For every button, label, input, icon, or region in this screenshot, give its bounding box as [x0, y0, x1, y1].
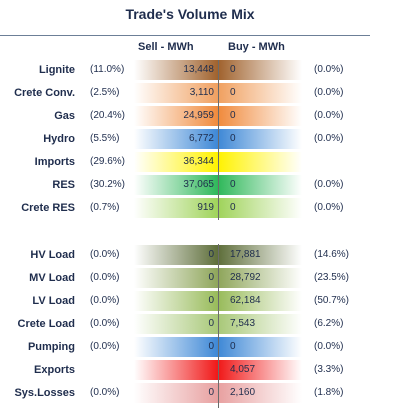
buy-value: 17,881: [218, 245, 302, 265]
sell-percent: (0.0%): [90, 272, 120, 283]
table-row-gas: 24,959 0 Gas (20.4%) (0.0%): [0, 106, 404, 126]
row-label: RES: [52, 179, 75, 191]
sell-percent: (0.0%): [90, 295, 120, 306]
buy-percent: (0.0%): [314, 341, 344, 352]
buy-value: 4,057: [218, 360, 302, 380]
buy-percent: (0.0%): [314, 179, 344, 190]
column-divider-bottom: [218, 244, 219, 408]
sell-value: 6,772: [134, 129, 218, 149]
buy-value: 7,543: [218, 314, 302, 334]
sell-percent: (5.5%): [90, 133, 120, 144]
row-label: Crete RES: [21, 202, 75, 214]
table-row-hv-load: 0 17,881 HV Load (0.0%) (14.6%): [0, 245, 404, 265]
sell-value: 36,344: [134, 152, 218, 172]
sell-value: 0: [134, 245, 218, 265]
sell-percent: (29.6%): [90, 156, 126, 167]
sell-percent: (11.0%): [90, 64, 125, 75]
sell-value: 0: [134, 291, 218, 311]
table-row-pumping: 0 0 Pumping (0.0%) (0.0%): [0, 337, 404, 357]
chart-title: Trade's Volume Mix: [125, 6, 255, 22]
row-label: LV Load: [32, 295, 75, 307]
sell-percent: (0.0%): [90, 249, 120, 260]
row-label: Crete Conv.: [14, 87, 75, 99]
buy-value: 0: [218, 60, 302, 80]
row-label: Crete Load: [17, 318, 75, 330]
table-row-exports: 4,057 Exports (3.3%): [0, 360, 404, 380]
row-label: Pumping: [27, 341, 75, 353]
sell-percent: (0.0%): [90, 341, 120, 352]
sell-value: [134, 360, 218, 380]
sell-percent: (30.2%): [90, 179, 126, 190]
buy-value: 28,792: [218, 268, 302, 288]
row-label: Exports: [34, 364, 75, 376]
sell-value: 37,065: [134, 175, 218, 195]
sell-value: 3,110: [134, 83, 218, 103]
buy-value: 0: [218, 337, 302, 357]
sell-percent: (0.0%): [90, 387, 120, 398]
sell-percent: (20.4%): [90, 110, 126, 121]
row-label: HV Load: [30, 249, 75, 261]
buy-value: 62,184: [218, 291, 302, 311]
sell-value: 919: [134, 198, 218, 218]
table-row-crete-load: 0 7,543 Crete Load (0.0%) (6.2%): [0, 314, 404, 334]
buy-percent: (0.0%): [314, 110, 344, 121]
sell-value: 0: [134, 337, 218, 357]
row-label: Lignite: [38, 64, 75, 76]
buy-percent: (14.6%): [314, 249, 350, 260]
table-row-imports: 36,344 Imports (29.6%): [0, 152, 404, 172]
sell-percent: (0.0%): [90, 318, 120, 329]
row-label: Sys.Losses: [14, 387, 75, 399]
buy-percent: (6.2%): [314, 318, 344, 329]
buy-percent: (23.5%): [314, 272, 350, 283]
sell-percent: (0.7%): [90, 202, 120, 213]
column-header-buy: Buy - MWh: [228, 41, 285, 53]
sell-value: 0: [134, 383, 218, 403]
sell-value: 13,448: [134, 60, 218, 80]
row-label: MV Load: [29, 272, 75, 284]
table-row-hydro: 6,772 0 Hydro (5.5%) (0.0%): [0, 129, 404, 149]
table-row-crete-res: 919 0 Crete RES (0.7%) (0.0%): [0, 198, 404, 218]
buy-percent: (0.0%): [314, 202, 344, 213]
buy-value: 0: [218, 198, 302, 218]
buy-percent: (0.0%): [314, 133, 344, 144]
row-label: Gas: [54, 110, 75, 122]
row-label: Hydro: [43, 133, 75, 145]
sell-value: 0: [134, 314, 218, 334]
row-label: Imports: [34, 156, 75, 168]
table-row-crete-conv: 3,110 0 Crete Conv. (2.5%) (0.0%): [0, 83, 404, 103]
buy-percent: (0.0%): [314, 64, 344, 75]
table-row-lv-load: 0 62,184 LV Load (0.0%) (50.7%): [0, 291, 404, 311]
table-row-res: 37,065 0 RES (30.2%) (0.0%): [0, 175, 404, 195]
buy-value: 0: [218, 175, 302, 195]
buy-value: 0: [218, 106, 302, 126]
table-row-lignite: 13,448 0 Lignite (11.0%) (0.0%): [0, 60, 404, 80]
buy-percent: (3.3%): [314, 364, 344, 375]
sell-percent: (2.5%): [90, 87, 120, 98]
column-divider-top: [218, 60, 219, 220]
buy-value: 2,160: [218, 383, 302, 403]
buy-percent: (1.8%): [314, 387, 344, 398]
buy-value: [218, 152, 302, 172]
sell-value: 0: [134, 268, 218, 288]
sell-value: 24,959: [134, 106, 218, 126]
table-row-sys-losses: 0 2,160 Sys.Losses (0.0%) (1.8%): [0, 383, 404, 403]
column-header-sell: Sell - MWh: [138, 41, 194, 53]
title-rule: [0, 35, 370, 36]
buy-percent: (0.0%): [314, 87, 344, 98]
buy-value: 0: [218, 83, 302, 103]
buy-value: 0: [218, 129, 302, 149]
buy-percent: (50.7%): [314, 295, 350, 306]
table-row-mv-load: 0 28,792 MV Load (0.0%) (23.5%): [0, 268, 404, 288]
